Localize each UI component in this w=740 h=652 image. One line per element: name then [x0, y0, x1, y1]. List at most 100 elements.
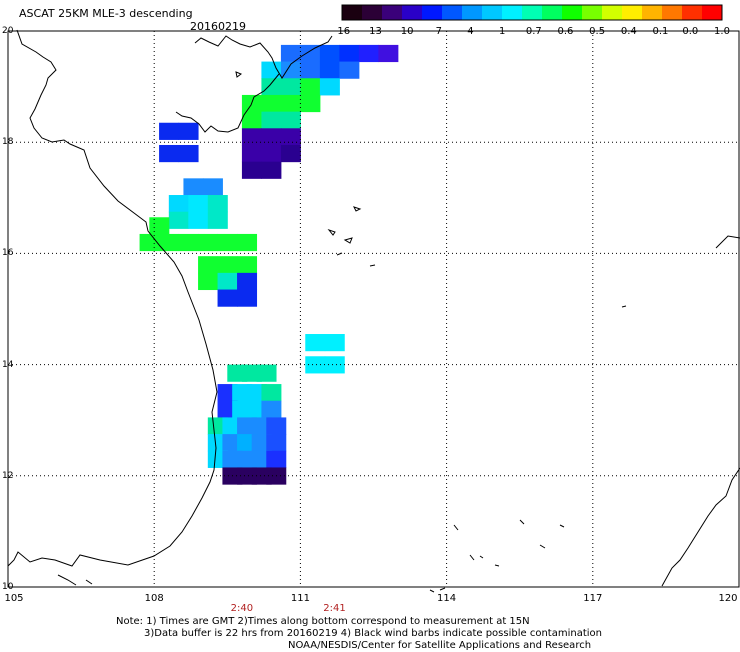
coastline	[7, 29, 740, 593]
mle-cell	[241, 144, 262, 163]
hainan-coast	[175, 73, 280, 133]
colorbar-label: 1.0	[714, 26, 730, 37]
mle-cell	[168, 211, 189, 229]
island-paracel-5	[369, 264, 376, 267]
mle-cell	[202, 178, 223, 196]
mle-cell	[280, 111, 301, 129]
mle-cell	[198, 256, 219, 274]
island-spratly-2	[439, 519, 565, 591]
colorbar-swatch	[482, 5, 503, 20]
colorbar-label: -16	[333, 26, 351, 37]
mle-cell	[198, 233, 219, 252]
colorbar-label: -0.5	[585, 26, 606, 37]
mle-cell	[266, 434, 287, 452]
colorbar-label: -4	[463, 26, 474, 37]
colorbar-label: -0.4	[617, 26, 637, 37]
mle-cell	[207, 211, 228, 229]
mle-cell	[358, 44, 379, 63]
colorbar-swatch	[502, 5, 523, 20]
vietnam-south-islands	[57, 574, 93, 586]
mle-cell	[319, 61, 340, 79]
colorbar-frame	[341, 4, 723, 21]
mle-cell	[280, 61, 301, 79]
mle-cells	[139, 44, 399, 485]
colorbar-label: -0.7	[522, 26, 542, 37]
colorbar-swatch	[362, 5, 383, 20]
colorbar-swatch	[342, 5, 363, 20]
colorbar-swatch	[542, 5, 563, 20]
mle-cell	[280, 94, 301, 113]
colorbar-swatch	[422, 5, 443, 20]
mle-cell	[241, 161, 262, 179]
mle-cell	[168, 195, 189, 213]
colorbar-swatch	[562, 5, 583, 20]
vietnam-coastline	[7, 29, 218, 567]
mle-cell	[339, 61, 360, 79]
mle-cell	[178, 144, 199, 163]
mle-cell	[217, 272, 238, 291]
mle-cell	[159, 233, 180, 252]
mle-cell	[261, 61, 282, 79]
philippines-coast	[661, 467, 740, 587]
mle-cell	[305, 334, 326, 352]
colorbar-swatch	[602, 5, 623, 20]
lon-label: 111	[290, 593, 310, 604]
note-line-2: 3)Data buffer is 22 hrs from 20160219 4)…	[144, 628, 602, 639]
colorbar-label: -13	[365, 26, 382, 37]
lat-label: 16	[2, 248, 14, 259]
colorbar-swatch	[702, 5, 723, 20]
mle-cell	[188, 211, 209, 229]
mle-cell	[241, 111, 262, 129]
lon-label: 117	[583, 593, 603, 604]
mle-cell	[178, 233, 199, 252]
mle-cell	[319, 78, 340, 96]
colorbar-label: -0.6	[553, 26, 574, 37]
leizhou-peninsula	[235, 71, 243, 78]
island-paracel-4	[353, 206, 362, 212]
note-line-1: Note: 1) Times are GMT 2)Times along bot…	[116, 616, 530, 627]
mle-cell	[237, 256, 258, 274]
island-spratly-1	[621, 305, 627, 308]
mle-cell	[261, 111, 282, 129]
mle-cell	[280, 44, 301, 63]
mle-cell	[305, 356, 326, 374]
mle-cell	[139, 233, 160, 252]
colorbar-swatch	[382, 5, 403, 20]
map-date: 20160219	[190, 20, 246, 33]
mle-cell	[300, 78, 321, 96]
time-label: 2:40	[230, 603, 254, 614]
colorbar-swatch	[442, 5, 463, 20]
mle-cell	[324, 334, 345, 352]
mle-cell	[261, 94, 282, 113]
mle-cell	[378, 44, 399, 63]
china-east-coast	[715, 235, 740, 249]
colorbar-swatch	[662, 5, 683, 20]
island-paracel-2	[343, 237, 353, 244]
mle-cell	[300, 94, 321, 113]
mle-cell	[266, 450, 287, 468]
lon-label: 114	[437, 593, 457, 604]
time-label: 2:41	[323, 603, 346, 614]
mle-cell	[183, 178, 204, 196]
map-frame	[7, 30, 740, 588]
mle-cell	[207, 195, 228, 213]
colorbar-swatch	[682, 5, 703, 20]
colorbar-swatch	[622, 5, 643, 20]
mle-cell	[280, 78, 301, 96]
lat-label: 10	[2, 582, 14, 592]
note-line-3: NOAA/NESDIS/Center for Satellite Applica…	[288, 640, 592, 651]
mle-cell	[261, 400, 282, 418]
colorbar-swatch	[522, 5, 543, 20]
lat-label: 18	[2, 137, 14, 148]
mle-cell	[217, 289, 238, 307]
lat-label: 14	[2, 359, 14, 370]
mle-cell	[159, 122, 180, 140]
mle-cell	[324, 356, 345, 374]
mle-cell	[280, 144, 301, 163]
colorbar-swatch	[582, 5, 603, 20]
lat-label: 20	[2, 26, 14, 36]
mle-cell	[300, 44, 321, 63]
borneo-coast	[429, 555, 500, 593]
colorbar-swatch	[642, 5, 663, 20]
